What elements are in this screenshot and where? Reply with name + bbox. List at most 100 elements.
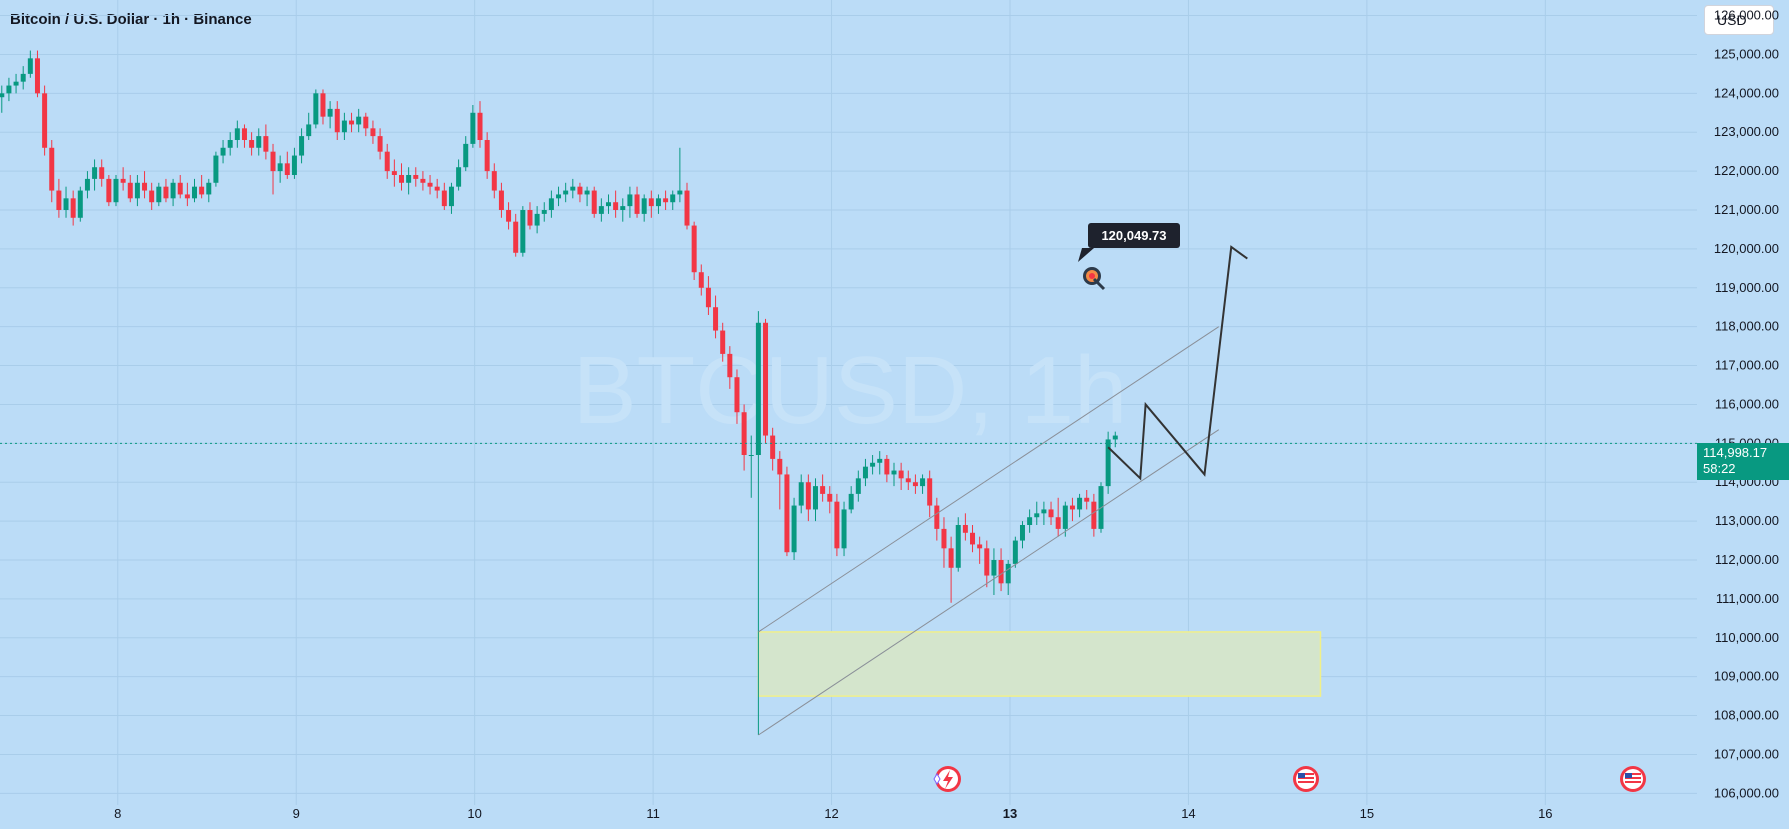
candle	[613, 190, 619, 218]
candle-body	[120, 178, 126, 183]
candle	[142, 171, 148, 199]
time-tick-label: 13	[1003, 806, 1017, 821]
candle	[227, 132, 233, 156]
candle	[341, 112, 347, 140]
current-price-value: 114,998.17	[1703, 445, 1767, 460]
candle-body	[684, 190, 690, 226]
candle	[177, 175, 183, 199]
candle	[655, 194, 661, 214]
candle	[541, 202, 547, 222]
candle	[270, 143, 276, 195]
candle	[684, 182, 690, 230]
candle	[484, 132, 490, 179]
candle-body	[313, 93, 319, 125]
candle	[870, 455, 876, 475]
candle	[70, 190, 76, 226]
candle	[984, 540, 990, 588]
symbol-watermark: BTCUSD, 1h	[573, 337, 1128, 444]
candle-body	[563, 190, 569, 195]
price-tick-label: 107,000.00	[1714, 746, 1779, 761]
candle	[556, 186, 562, 207]
candle-body	[570, 186, 576, 191]
candle	[998, 548, 1004, 592]
candle-body	[320, 93, 326, 117]
time-tick-label: 15	[1360, 806, 1374, 821]
candle-body	[99, 167, 105, 179]
price-tick-label: 124,000.00	[1714, 85, 1779, 100]
candle	[977, 536, 983, 564]
candle-body	[520, 210, 526, 253]
candle-body	[670, 194, 676, 203]
candle-body	[377, 136, 383, 152]
candle-body	[1069, 505, 1075, 510]
candle	[698, 264, 704, 296]
candle	[1055, 497, 1061, 537]
candle	[1084, 490, 1090, 510]
candle-body	[820, 486, 826, 494]
candle	[263, 124, 269, 160]
candle	[249, 132, 255, 156]
candle-body	[784, 474, 790, 553]
time-tick-label: 9	[293, 806, 300, 821]
current-price-tag: 114,998.17 58:22	[1697, 443, 1789, 480]
candle	[591, 186, 597, 218]
candle	[1105, 431, 1111, 494]
us-flag-event-icon[interactable]	[1620, 766, 1646, 792]
price-axis[interactable]: 126,000.00 125,000.00 124,000.00 123,000.00…	[1714, 8, 1779, 801]
candle-body	[805, 482, 811, 510]
candle	[113, 175, 119, 207]
channel-line[interactable]	[758, 429, 1220, 736]
candle-body	[741, 412, 747, 455]
target-icon[interactable]	[1083, 267, 1106, 291]
lightning-event-icon[interactable]	[933, 766, 961, 792]
candle	[691, 221, 697, 280]
candle	[962, 513, 968, 541]
candle-body	[306, 124, 312, 137]
candle-body	[584, 190, 590, 195]
candle-body	[234, 128, 240, 140]
candle-body	[491, 171, 497, 191]
candle	[1012, 536, 1018, 568]
candle-body	[27, 58, 33, 74]
candle-body	[163, 186, 169, 199]
candle	[677, 147, 683, 203]
projection-path[interactable]	[1107, 245, 1248, 481]
candle-body	[134, 182, 140, 199]
candle	[713, 295, 719, 339]
candle-body	[605, 202, 611, 207]
candle	[256, 128, 262, 156]
candle	[798, 474, 804, 514]
time-axis[interactable]: 8 9 10 11 12 13 14 15 16	[114, 806, 1552, 821]
candle-body	[827, 493, 833, 502]
time-tick-label: 14	[1181, 806, 1195, 821]
candle-body	[991, 560, 997, 576]
candle	[241, 124, 247, 148]
channel-line[interactable]	[758, 326, 1220, 633]
currency-selector[interactable]: USD	[1704, 5, 1774, 35]
candle	[134, 175, 140, 207]
candle	[399, 163, 404, 191]
candle	[463, 136, 469, 172]
candle-body	[855, 478, 861, 494]
candle-body	[977, 544, 983, 549]
candle-body	[1077, 497, 1083, 510]
candle-body	[399, 175, 404, 183]
candle	[834, 493, 840, 557]
candle-body	[763, 322, 769, 436]
candle	[334, 101, 340, 140]
candle	[784, 466, 790, 557]
candle-body	[6, 85, 12, 94]
demand-zone[interactable]	[757, 631, 1322, 697]
candle	[577, 182, 583, 203]
candle	[791, 497, 797, 560]
candle	[841, 501, 847, 557]
time-tick-label: 12	[824, 806, 838, 821]
us-flag-event-icon[interactable]	[1293, 766, 1319, 792]
target-callout[interactable]: 120,049.73	[1078, 223, 1180, 262]
candle-body	[541, 210, 547, 214]
price-tick-label: 120,000.00	[1714, 241, 1779, 256]
candle	[170, 178, 176, 207]
candle	[1041, 501, 1047, 525]
candle	[755, 311, 761, 735]
